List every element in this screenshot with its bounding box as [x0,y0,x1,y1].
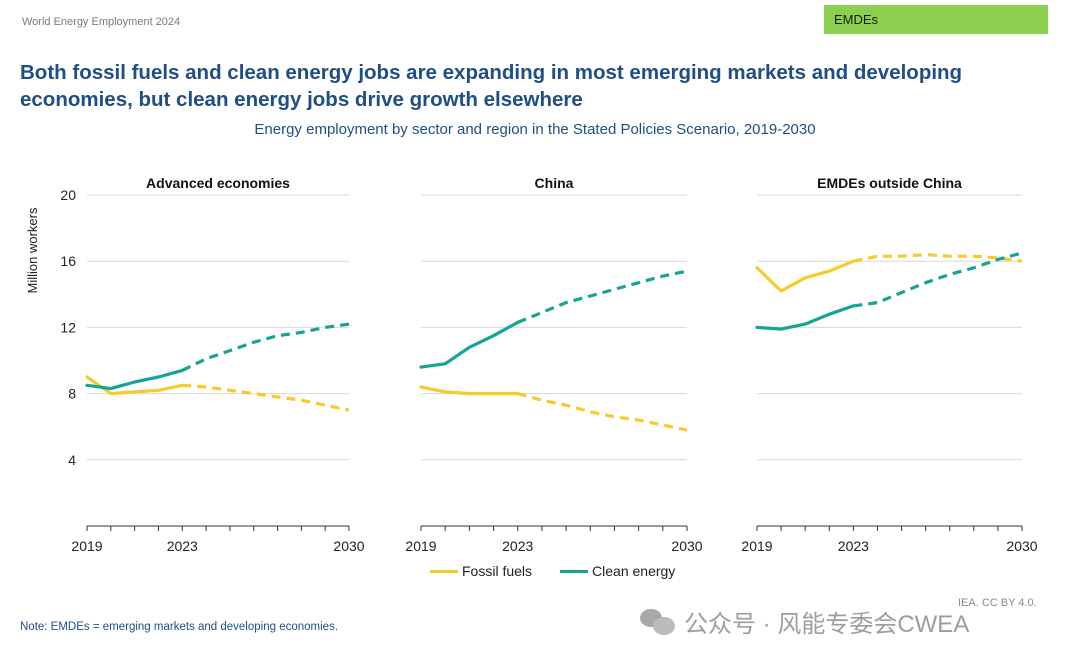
y-tick-label: 20 [60,187,76,203]
series-line-clean-energy-projection-china [517,269,688,324]
series-line-fossil-fuels-historical-advanced-economies [85,375,184,396]
series-line-clean-energy-projection-advanced-economies [181,322,350,372]
legend-item-clean-energy: Clean energy [560,563,675,579]
x-tick-label: 2030 [1006,538,1037,554]
series-line-fossil-fuels-projection-china [517,392,688,432]
watermark-text: 公众号 · 风能专委会CWEA [684,611,970,638]
y-axis-label: Million workers [25,207,40,293]
y-tick-label: 4 [68,452,76,468]
chart-area: Million workers 4 8 12 16 20 2019 2023 2030 Advan… [25,175,1038,554]
x-tick-label: 2019 [71,538,102,554]
region-tag: EMDEs [824,5,1048,34]
series-line-fossil-fuels-projection-emdes-outside-china [853,253,1023,263]
x-tick-label: 2019 [741,538,772,554]
panel-title-emdes-outside-china: EMDEs outside China [817,175,962,191]
x-tick-label: 2023 [838,538,869,554]
panel-title-advanced-economies: Advanced economies [146,175,290,191]
x-tick-label: 2023 [502,538,533,554]
x-tick-label: 2023 [167,538,198,554]
legend: Fossil fuels Clean energy [430,563,675,579]
legend-label-clean-energy: Clean energy [592,563,676,579]
series-line-fossil-fuels-historical-emdes-outside-china [755,259,856,293]
chart-headline: Both fossil fuels and clean energy jobs … [20,61,963,111]
series-line-fossil-fuels-projection-advanced-economies [182,383,350,412]
y-tick-label: 8 [68,386,76,402]
wechat-icon [640,607,676,637]
legend-item-fossil-fuels: Fossil fuels [430,563,532,579]
report-name: World Energy Employment 2024 [22,16,181,28]
x-tick-label: 2019 [405,538,436,554]
legend-label-fossil-fuels: Fossil fuels [462,563,533,579]
y-tick-label: 12 [60,319,76,335]
panel-title-china: China [535,175,574,191]
legend-swatch-fossil-fuels [430,569,458,573]
x-tick-label: 2030 [333,538,364,554]
chart-subtitle: Energy employment by sector and region i… [254,121,816,138]
x-tick-label: 2030 [671,538,702,554]
series-line-clean-energy-historical-china [419,320,520,369]
series-line-fossil-fuels-historical-china [419,385,520,396]
credit-line: IEA. CC BY 4.0. [958,597,1037,609]
y-tick-label: 16 [60,253,76,269]
series-line-clean-energy-historical-advanced-economies [85,368,184,391]
legend-swatch-clean-energy [560,569,589,573]
footnote: Note: EMDEs = emerging markets and devel… [20,621,339,633]
watermark: 公众号 · 风能专委会CWEA [640,604,969,639]
series-line-clean-energy-historical-emdes-outside-china [755,304,856,331]
